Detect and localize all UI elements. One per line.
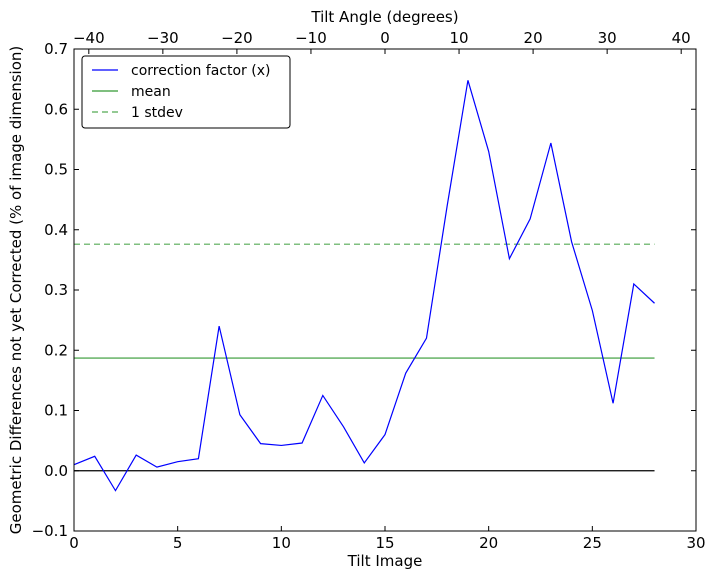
ticks-layer: 0 5 10 15 20 25 30 −40 −30 −20 −10 0 10 20 30 40 −0.1 0.0… [32,29,706,552]
x-tick-label: 25 [583,534,602,552]
y-tick-label: 0.2 [44,341,68,359]
y-tick-label: 0.4 [44,221,68,239]
legend-label: 1 stdev [131,105,183,121]
series-line-correction-factor-x [73,80,655,492]
y-tick-label: −0.1 [32,522,68,540]
top-axis-title: Tilt Angle (degrees) [310,8,458,26]
plot-background [74,49,696,531]
top-tick-label: 40 [672,29,691,47]
x-tick-label: 0 [69,534,79,552]
top-tick-label: 0 [380,29,390,47]
legend-box [81,55,291,129]
y-tick-label: 0.1 [44,402,68,420]
top-tick-label: −40 [73,29,105,47]
plot-frame [73,48,697,532]
x-tick-label: 15 [375,534,394,552]
y-tick-label: 0.7 [44,40,68,58]
top-tick-label: 20 [524,29,543,47]
x-tick-label: 10 [272,534,291,552]
series-layer [73,80,655,492]
legend-label: mean [131,84,171,100]
x-tick-label: 20 [479,534,498,552]
y-axis-title: Geometric Differences not yet Corrected … [7,46,25,535]
top-tick-label: −30 [147,29,179,47]
x-tick-label: 5 [173,534,183,552]
y-tick-label: 0.0 [44,462,68,480]
top-tick-label: 30 [598,29,617,47]
legend: correction factor (x) mean 1 stdev [81,55,291,129]
y-tick-label: 0.3 [44,281,68,299]
top-tick-label: −10 [295,29,327,47]
y-tick-label: 0.6 [44,100,68,118]
top-tick-label: 10 [450,29,469,47]
top-tick-label: −20 [221,29,253,47]
legend-label: correction factor (x) [131,63,270,79]
x-tick-label: 30 [686,534,705,552]
x-axis-title: Tilt Image [347,552,423,570]
y-tick-label: 0.5 [44,161,68,179]
